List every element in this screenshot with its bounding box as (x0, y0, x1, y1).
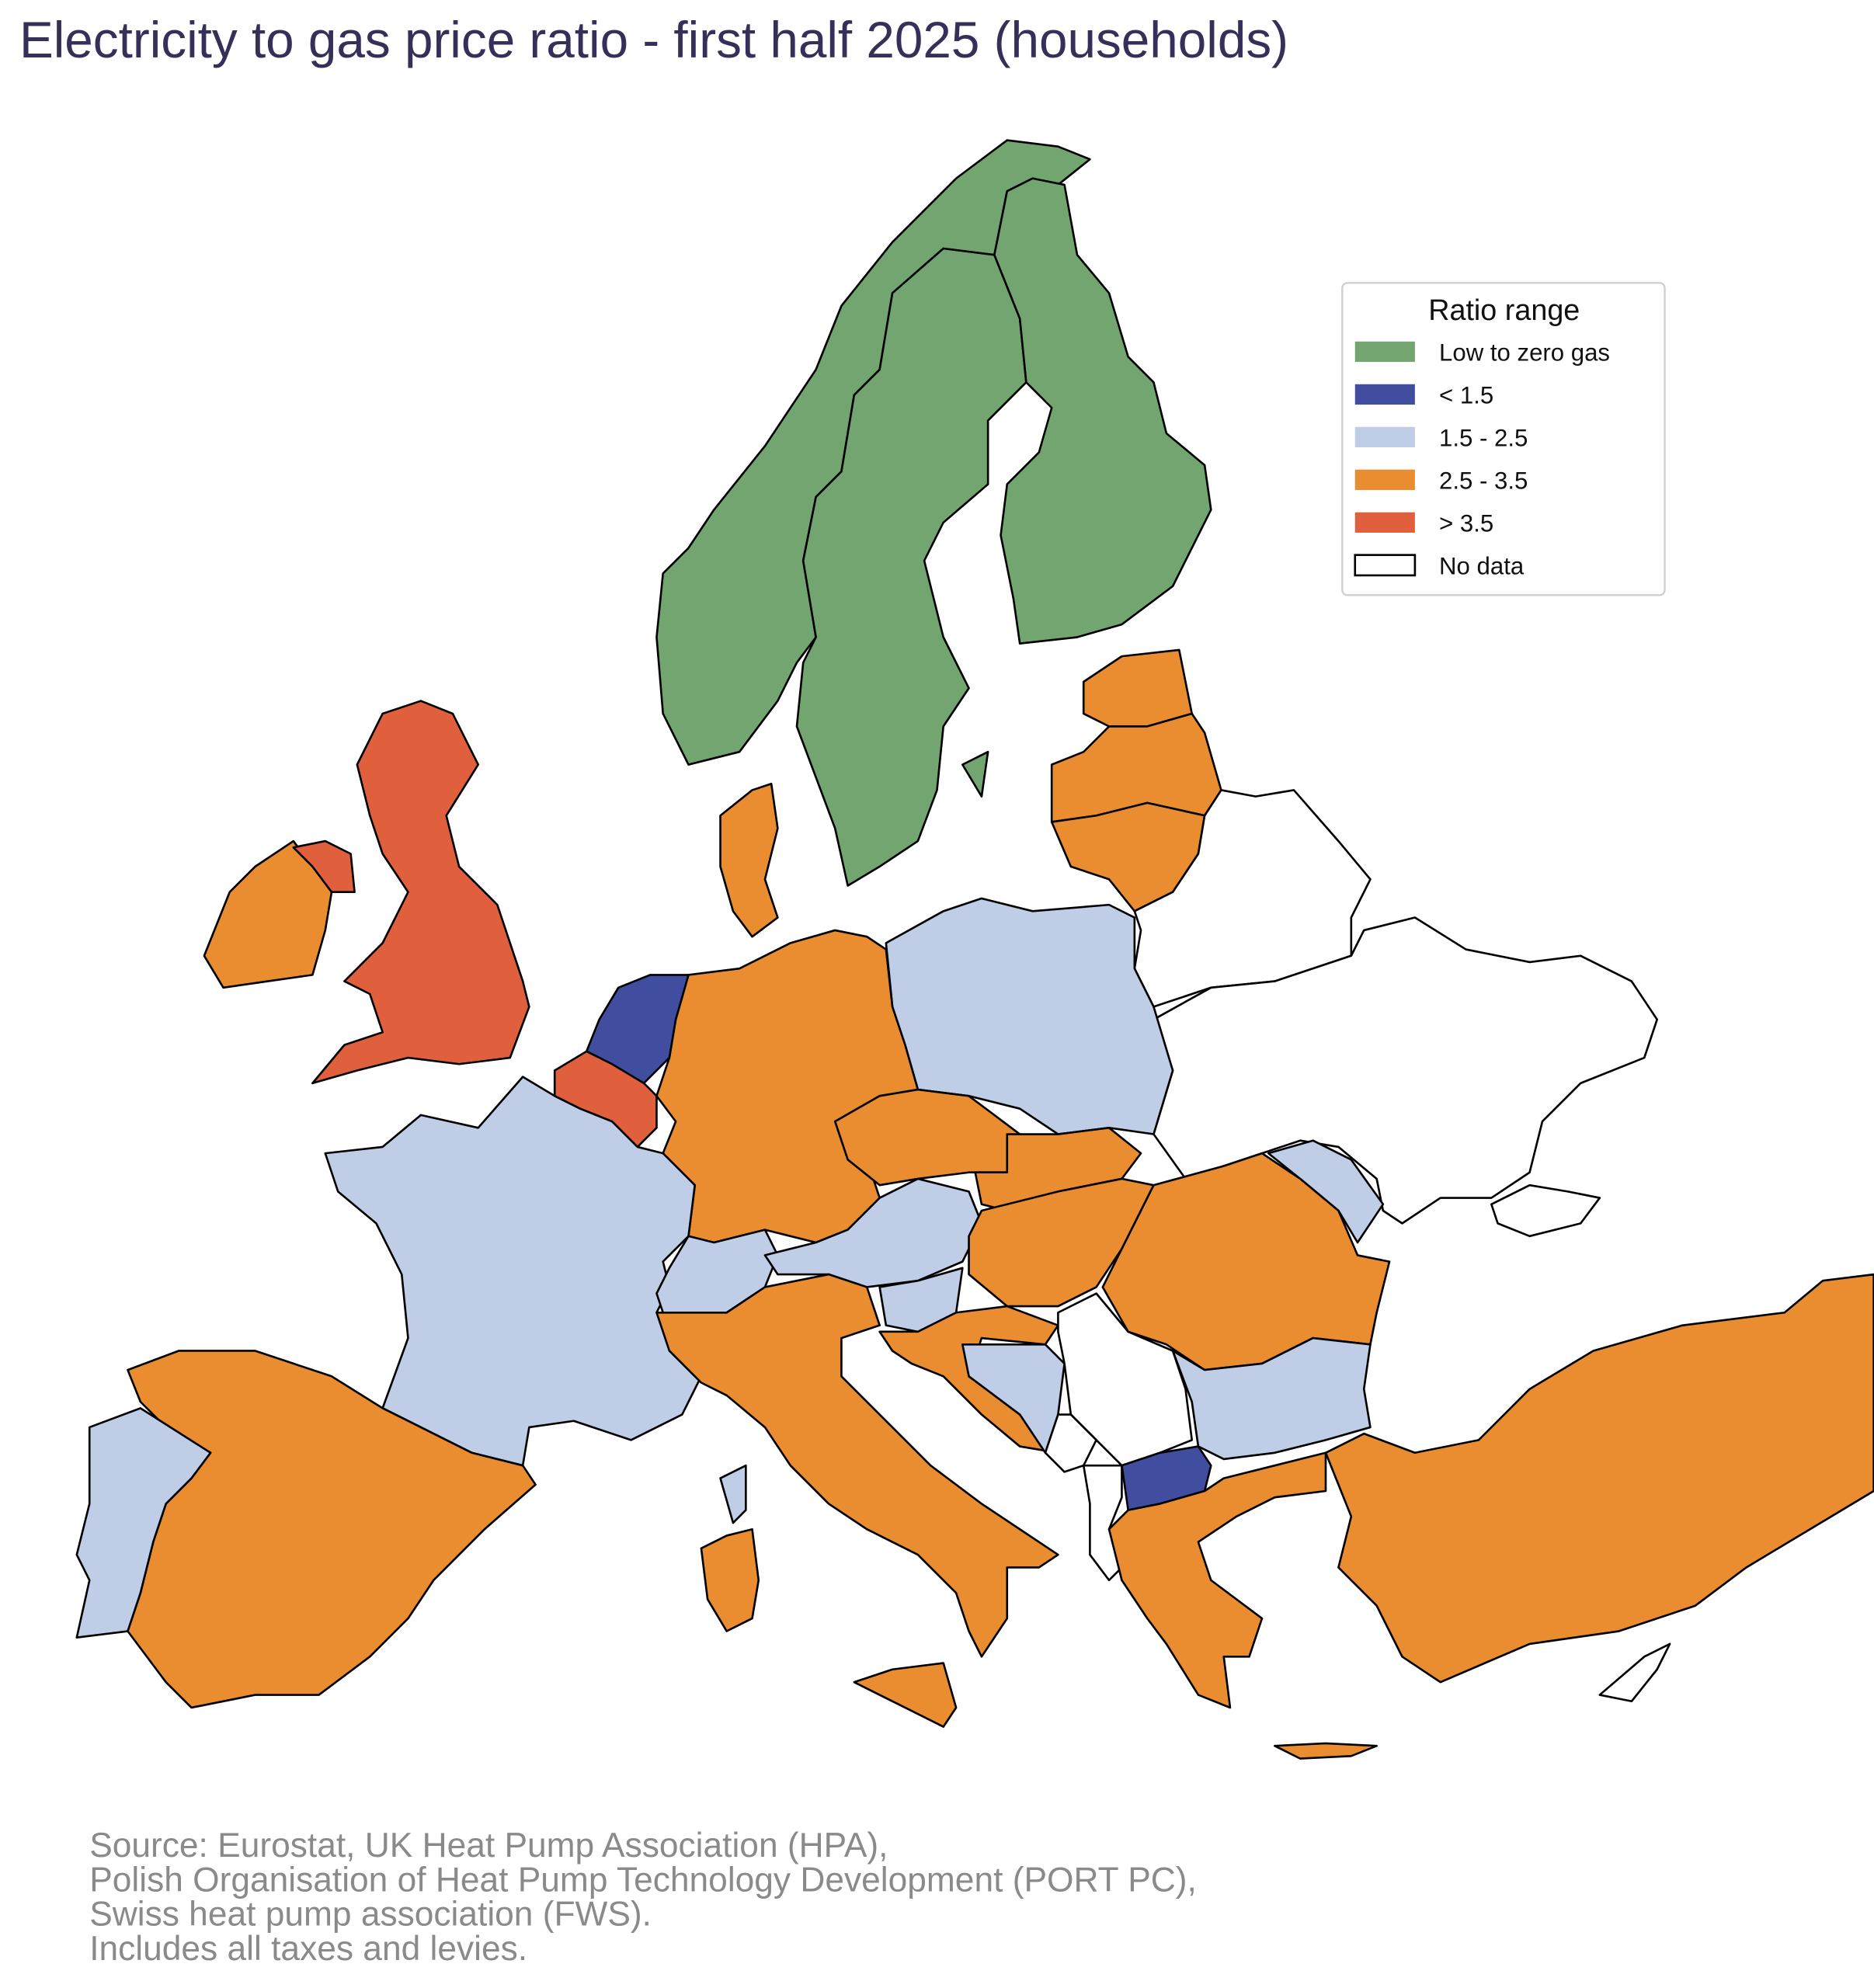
legend-label: Low to zero gas (1439, 339, 1610, 366)
region-bulgaria (1171, 1336, 1372, 1461)
region-corsica (719, 1464, 747, 1524)
region-gotland (961, 750, 989, 798)
source-line: Source: Eurostat, UK Heat Pump Associati… (89, 1826, 888, 1865)
region-northern-ireland (292, 839, 356, 894)
legend-swatch (1354, 384, 1415, 405)
legend-swatch (1354, 426, 1415, 447)
region-portugal (75, 1407, 212, 1639)
legend-swatch (1354, 512, 1415, 533)
legend-label: 2.5 - 3.5 (1439, 467, 1528, 494)
region-sicily (853, 1662, 958, 1728)
legend-label: No data (1439, 552, 1525, 579)
region-finland (993, 177, 1212, 645)
region-crete (1274, 1742, 1378, 1760)
legend-swatch (1354, 469, 1415, 490)
region-sardinia (700, 1527, 760, 1632)
region-sweden (795, 247, 1027, 887)
legend-label: < 1.5 (1439, 381, 1493, 408)
region-italy (655, 1273, 1059, 1658)
region-great-britain (311, 700, 530, 1085)
legend-label: 1.5 - 2.5 (1439, 424, 1528, 451)
legend-swatch (1354, 554, 1417, 577)
source-line: Polish Organisation of Heat Pump Technol… (89, 1861, 1197, 1899)
region-estonia (1082, 648, 1194, 728)
region-greece (1107, 1451, 1327, 1709)
source-line: Includes all taxes and levies. (89, 1930, 527, 1968)
legend: Ratio range Low to zero gas < 1.5 1.5 - 2.… (1341, 282, 1666, 596)
country-layer (75, 139, 1874, 1760)
region-netherlands (585, 974, 690, 1085)
region-germany (655, 929, 920, 1244)
region-denmark (719, 782, 779, 938)
legend-swatch (1354, 341, 1415, 363)
region-turkey (1324, 1273, 1874, 1684)
legend-title: Ratio range (1428, 294, 1580, 326)
source-note: Source: Eurostat, UK Heat Pump Associati… (89, 1826, 1197, 1968)
legend-label: > 3.5 (1439, 509, 1493, 537)
region-hungary (968, 1177, 1155, 1308)
legend-frame (1341, 282, 1666, 596)
region-cyprus (1598, 1642, 1671, 1703)
source-line: Swiss heat pump association (FWS). (89, 1896, 652, 1934)
chart-title: Electricity to gas price ratio - first h… (19, 12, 1288, 68)
region-montenegro (1044, 1413, 1097, 1473)
region-crimea (1490, 1183, 1601, 1238)
